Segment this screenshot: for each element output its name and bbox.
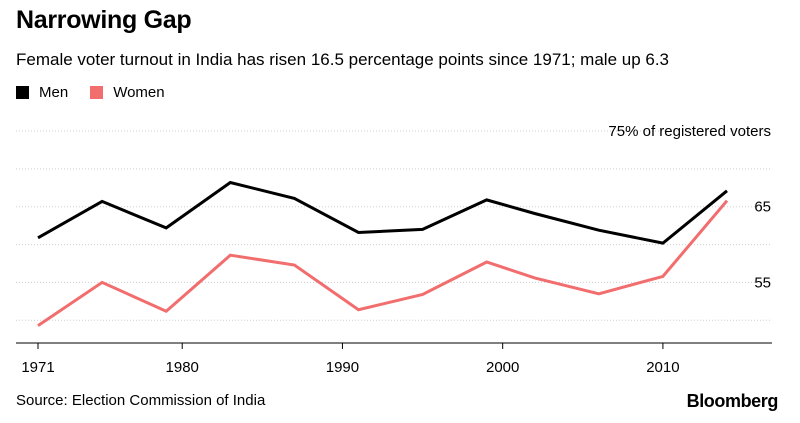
legend-swatch-women	[90, 86, 104, 99]
gridlines	[16, 130, 772, 321]
source-note: Source: Election Commission of India	[16, 392, 266, 409]
legend-swatch-men	[16, 86, 29, 99]
chart-title: Narrowing Gap	[16, 6, 192, 34]
x-tick-label-2010: 2010	[646, 359, 679, 376]
chart-subtitle: Female voter turnout in India has risen …	[16, 50, 670, 69]
series-line-men	[37, 180, 728, 245]
x-tick-label-1980: 1980	[166, 359, 199, 376]
legend-item-men: Men	[16, 84, 68, 101]
bloomberg-logo: Bloomberg	[686, 391, 779, 411]
x-tick-label-2000: 2000	[486, 359, 519, 376]
series-lines	[37, 180, 729, 327]
y-tick-label-65: 65	[754, 199, 771, 216]
legend-label-women: Women	[113, 84, 165, 101]
x-tick-label-1971: 1971	[21, 359, 54, 376]
legend-label-men: Men	[39, 84, 69, 101]
y-axis-labels: 55 65 75% of registered voters	[608, 123, 771, 291]
y-top-label: 75% of registered voters	[608, 123, 771, 140]
x-axis-labels: 1971 1980 1990 2000 2010	[21, 359, 679, 376]
legend-item-women: Women	[90, 84, 165, 101]
series-line-women	[37, 199, 729, 327]
x-axis	[16, 342, 772, 349]
legend: Men Women	[16, 84, 187, 101]
x-tick-label-1990: 1990	[326, 359, 359, 376]
y-tick-label-55: 55	[754, 274, 771, 291]
